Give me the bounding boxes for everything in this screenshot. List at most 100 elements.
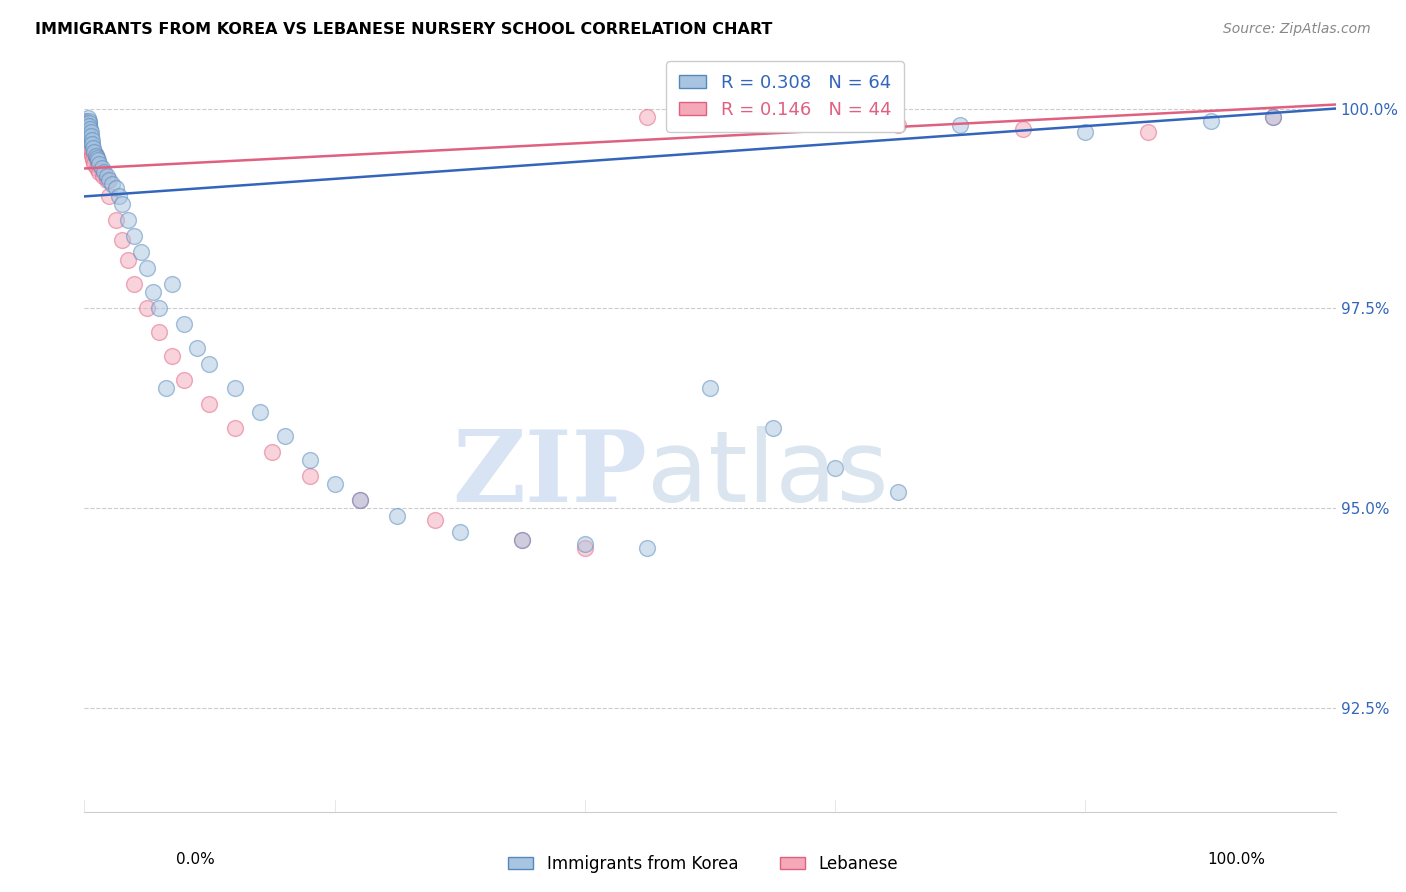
Point: [385, 509, 409, 524]
Point: [148, 301, 170, 316]
Point: [76, 129, 98, 144]
Point: [75, 121, 97, 136]
Point: [76, 132, 98, 146]
Text: 100.0%: 100.0%: [1208, 852, 1265, 867]
Point: [423, 513, 446, 527]
Point: [108, 189, 131, 203]
Point: [155, 381, 177, 395]
Text: atlas: atlas: [648, 425, 889, 523]
Point: [136, 301, 159, 316]
Point: [887, 118, 910, 132]
Point: [80, 129, 103, 144]
Point: [86, 151, 108, 165]
Point: [76, 132, 98, 146]
Point: [86, 161, 108, 176]
Point: [1263, 110, 1285, 124]
Point: [224, 381, 246, 395]
Point: [762, 113, 785, 128]
Point: [77, 111, 100, 125]
Point: [98, 189, 121, 203]
Point: [93, 165, 115, 179]
Point: [224, 421, 246, 435]
Point: [887, 485, 910, 500]
Point: [512, 533, 534, 547]
Point: [1012, 121, 1035, 136]
Point: [160, 277, 183, 292]
Legend: Immigrants from Korea, Lebanese: Immigrants from Korea, Lebanese: [502, 848, 904, 880]
Point: [89, 165, 111, 179]
Point: [75, 118, 97, 132]
Point: [84, 148, 107, 162]
Point: [80, 134, 103, 148]
Point: [173, 373, 195, 387]
Point: [349, 493, 371, 508]
Point: [101, 178, 124, 192]
Point: [79, 145, 101, 160]
Point: [111, 197, 134, 211]
Point: [198, 357, 221, 371]
Point: [76, 126, 98, 140]
Text: Source: ZipAtlas.com: Source: ZipAtlas.com: [1223, 22, 1371, 37]
Point: [148, 326, 170, 340]
Point: [298, 453, 321, 467]
Point: [75, 116, 97, 130]
Point: [249, 405, 271, 419]
Point: [349, 493, 371, 508]
Point: [96, 169, 118, 184]
Point: [73, 113, 96, 128]
Point: [79, 126, 101, 140]
Point: [1074, 126, 1097, 140]
Point: [77, 116, 100, 130]
Point: [76, 124, 98, 138]
Text: IMMIGRANTS FROM KOREA VS LEBANESE NURSERY SCHOOL CORRELATION CHART: IMMIGRANTS FROM KOREA VS LEBANESE NURSER…: [35, 22, 772, 37]
Point: [117, 253, 139, 268]
Point: [1136, 126, 1159, 140]
Point: [824, 461, 846, 475]
Point: [77, 134, 100, 148]
Point: [1263, 110, 1285, 124]
Point: [79, 141, 101, 155]
Legend: R = 0.308   N = 64, R = 0.146   N = 44: R = 0.308 N = 64, R = 0.146 N = 44: [666, 62, 904, 132]
Point: [77, 137, 100, 152]
Point: [104, 181, 127, 195]
Point: [142, 285, 165, 300]
Point: [198, 397, 221, 411]
Point: [98, 173, 121, 187]
Point: [90, 161, 112, 176]
Point: [75, 118, 97, 132]
Point: [104, 213, 127, 227]
Point: [323, 477, 346, 491]
Point: [512, 533, 534, 547]
Point: [76, 127, 98, 141]
Point: [762, 421, 785, 435]
Point: [96, 173, 118, 187]
Point: [449, 524, 471, 539]
Point: [699, 381, 721, 395]
Point: [79, 121, 101, 136]
Point: [87, 153, 110, 168]
Point: [75, 116, 97, 130]
Point: [79, 119, 101, 133]
Point: [82, 137, 104, 152]
Point: [77, 113, 100, 128]
Point: [574, 537, 596, 551]
Point: [949, 118, 972, 132]
Point: [79, 140, 101, 154]
Point: [91, 169, 114, 184]
Point: [637, 110, 659, 124]
Point: [75, 119, 97, 133]
Text: ZIP: ZIP: [453, 425, 648, 523]
Point: [124, 277, 146, 292]
Point: [75, 121, 97, 136]
Point: [298, 469, 321, 483]
Point: [160, 349, 183, 363]
Point: [82, 153, 104, 168]
Point: [77, 134, 100, 148]
Point: [637, 541, 659, 555]
Point: [273, 429, 295, 443]
Point: [83, 157, 105, 171]
Point: [574, 541, 596, 555]
Point: [76, 126, 98, 140]
Point: [262, 445, 284, 459]
Point: [80, 149, 103, 163]
